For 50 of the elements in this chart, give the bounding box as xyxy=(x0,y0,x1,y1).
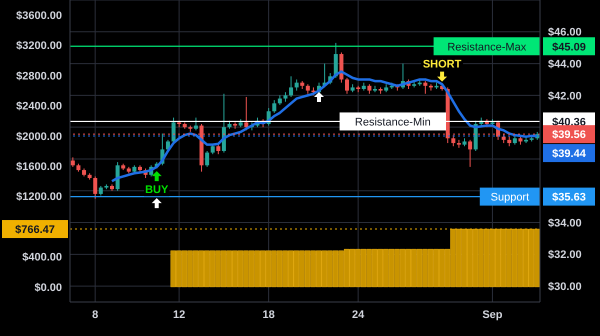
candlestick xyxy=(70,156,75,168)
ref-line-label: Resistance-Min xyxy=(354,116,431,128)
text: $45.09 xyxy=(552,41,586,54)
candlestick xyxy=(98,185,103,196)
candlestick xyxy=(451,134,456,147)
text: $39.56 xyxy=(552,129,586,142)
candlestick xyxy=(294,78,299,92)
x-tick-label: Sep xyxy=(482,308,503,321)
y-tick-label: $3200.00 xyxy=(16,40,62,52)
candlestick xyxy=(194,117,198,131)
y2-tick-label: $42.00 xyxy=(548,90,582,102)
y-tick-label: $400.00 xyxy=(22,252,62,264)
y-tick-label: $3600.00 xyxy=(16,10,62,22)
x-tick-label: 12 xyxy=(172,308,186,321)
candlestick xyxy=(216,144,220,155)
y2-tick-label: $30.00 xyxy=(548,281,582,294)
y2-tick-label: $44.00 xyxy=(548,58,582,70)
y-tick-label: $1600.00 xyxy=(16,161,62,174)
candlestick xyxy=(283,92,288,102)
candlestick xyxy=(367,84,372,94)
candlestick xyxy=(345,77,350,94)
candlestick xyxy=(512,134,517,146)
ref-line-label: Resistance-Max xyxy=(447,41,527,54)
ref-line-label: Support xyxy=(490,192,530,204)
x-tick-label: 18 xyxy=(262,308,275,321)
y-tick-label: $2400.00 xyxy=(16,100,62,113)
annotation: SHORT xyxy=(422,58,462,71)
candlestick xyxy=(468,139,472,168)
y2-tick-label: $34.00 xyxy=(548,217,582,230)
y2-tick-label: $32.00 xyxy=(548,249,582,262)
candlestick xyxy=(289,76,294,98)
candlestick xyxy=(278,94,282,106)
annotation: BUY xyxy=(145,184,169,196)
text: $40.36 xyxy=(552,116,586,128)
candlestick xyxy=(423,80,428,94)
y-tick-label: $0.00 xyxy=(34,282,62,294)
text: $39.44 xyxy=(552,148,587,160)
y-tick-label: $2000.00 xyxy=(16,130,62,143)
candlestick xyxy=(306,84,310,94)
text: $766.47 xyxy=(15,224,55,236)
candlestick xyxy=(205,150,210,168)
y-tick-label: $1200.00 xyxy=(16,191,62,204)
y-tick-label: $2800.00 xyxy=(16,70,62,82)
x-tick-label: 8 xyxy=(92,308,98,321)
text: $35.63 xyxy=(552,192,586,204)
x-tick-label: 24 xyxy=(352,308,366,321)
candlestick xyxy=(507,136,512,147)
candlestick xyxy=(93,176,98,200)
y2-tick-label: $46.00 xyxy=(548,26,582,39)
candlestick xyxy=(272,100,276,114)
